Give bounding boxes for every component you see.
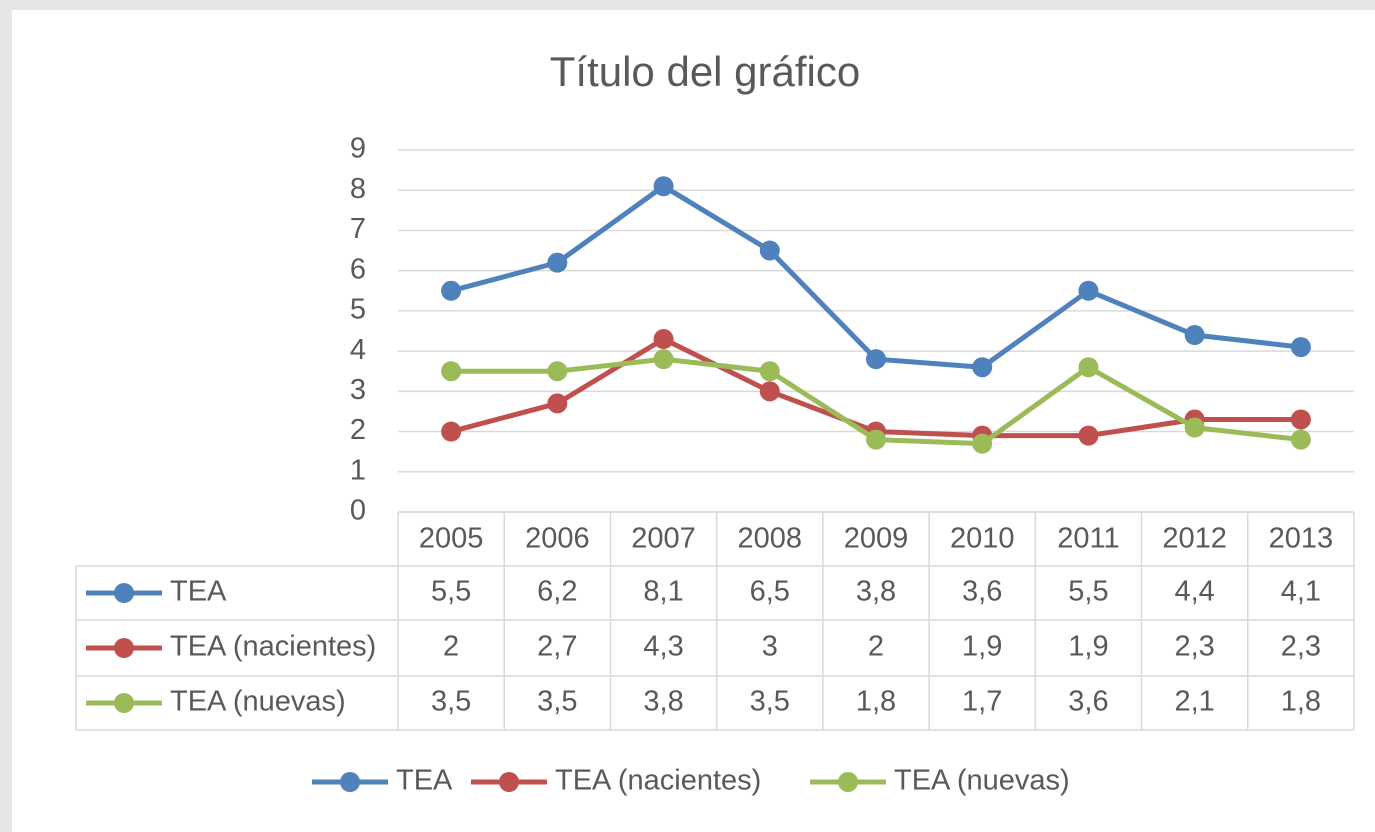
table-value: 4,1 — [1281, 576, 1321, 608]
legend-label: TEA (nacientes) — [170, 631, 376, 663]
table-value: 3,8 — [856, 576, 896, 608]
chart-area — [12, 10, 1375, 832]
table-value: 3,5 — [750, 686, 790, 718]
table-value: 8,1 — [643, 576, 683, 608]
marker — [866, 429, 886, 450]
marker — [547, 252, 568, 273]
y-tick-label: 5 — [350, 294, 366, 326]
table-value: 3 — [762, 631, 778, 663]
table-value: 5,5 — [1068, 576, 1108, 608]
x-tick-label: 2013 — [1269, 523, 1334, 555]
marker — [866, 349, 886, 370]
marker — [547, 393, 568, 414]
legend-marker — [340, 772, 360, 792]
table-value: 4,3 — [643, 631, 683, 663]
table-value: 1,8 — [856, 686, 896, 718]
y-tick-label: 4 — [350, 334, 366, 366]
x-tick-label: 2012 — [1162, 523, 1227, 555]
y-tick-label: 9 — [350, 133, 366, 165]
table-value: 2,1 — [1175, 686, 1215, 718]
table-value: 2,7 — [537, 631, 577, 663]
marker — [653, 349, 674, 370]
x-tick-label: 2006 — [525, 523, 590, 555]
legend-marker — [499, 772, 519, 792]
marker — [1290, 429, 1311, 450]
y-tick-label: 6 — [350, 253, 366, 285]
marker — [1290, 409, 1311, 430]
marker — [1078, 425, 1099, 446]
x-tick-label: 2009 — [844, 523, 909, 555]
marker — [441, 280, 462, 301]
legend-label: TEA — [396, 765, 453, 797]
y-tick-label: 1 — [350, 454, 366, 486]
table-value: 3,8 — [643, 686, 683, 718]
table-value: 1,7 — [962, 686, 1002, 718]
y-tick-label: 3 — [350, 374, 366, 406]
marker — [759, 361, 780, 382]
legend-marker — [114, 693, 134, 713]
table-value: 1,9 — [962, 631, 1002, 663]
marker — [653, 329, 674, 350]
marker — [1078, 357, 1099, 378]
table-value: 6,2 — [537, 576, 577, 608]
table-value: 2 — [868, 631, 884, 663]
chart-title: Título del gráfico — [550, 48, 861, 95]
table-value: 2,3 — [1281, 631, 1321, 663]
table-value: 3,6 — [962, 576, 1002, 608]
table-value: 2 — [443, 631, 459, 663]
table-value: 1,8 — [1281, 686, 1321, 718]
marker — [547, 361, 568, 382]
marker — [759, 381, 780, 402]
table-value: 1,9 — [1068, 631, 1108, 663]
x-tick-label: 2011 — [1057, 523, 1119, 555]
table-value: 4,4 — [1175, 576, 1215, 608]
legend-marker — [114, 583, 134, 603]
marker — [441, 361, 462, 382]
y-tick-label: 0 — [350, 495, 366, 527]
legend-marker — [114, 638, 134, 658]
x-tick-label: 2008 — [738, 523, 803, 555]
marker — [1184, 417, 1205, 438]
marker — [653, 176, 674, 197]
table-value: 6,5 — [750, 576, 790, 608]
marker — [1184, 325, 1205, 346]
y-tick-label: 8 — [350, 173, 366, 205]
marker — [972, 433, 993, 454]
marker — [1078, 280, 1099, 301]
x-tick-label: 2007 — [631, 523, 696, 555]
table-value: 5,5 — [431, 576, 471, 608]
x-tick-label: 2010 — [950, 523, 1015, 555]
y-tick-label: 7 — [350, 213, 366, 245]
legend-marker — [838, 772, 858, 792]
marker — [759, 240, 780, 261]
table-value: 3,5 — [537, 686, 577, 718]
y-tick-label: 2 — [350, 414, 366, 446]
legend-label: TEA (nuevas) — [170, 686, 346, 718]
table-value: 3,6 — [1068, 686, 1108, 718]
legend-label: TEA (nuevas) — [894, 765, 1070, 797]
marker — [441, 421, 462, 442]
legend-label: TEA (nacientes) — [555, 765, 761, 797]
legend-label: TEA — [170, 576, 227, 608]
x-tick-label: 2005 — [419, 523, 484, 555]
table-value: 2,3 — [1175, 631, 1215, 663]
marker — [972, 357, 993, 378]
marker — [1290, 337, 1311, 358]
table-value: 3,5 — [431, 686, 471, 718]
